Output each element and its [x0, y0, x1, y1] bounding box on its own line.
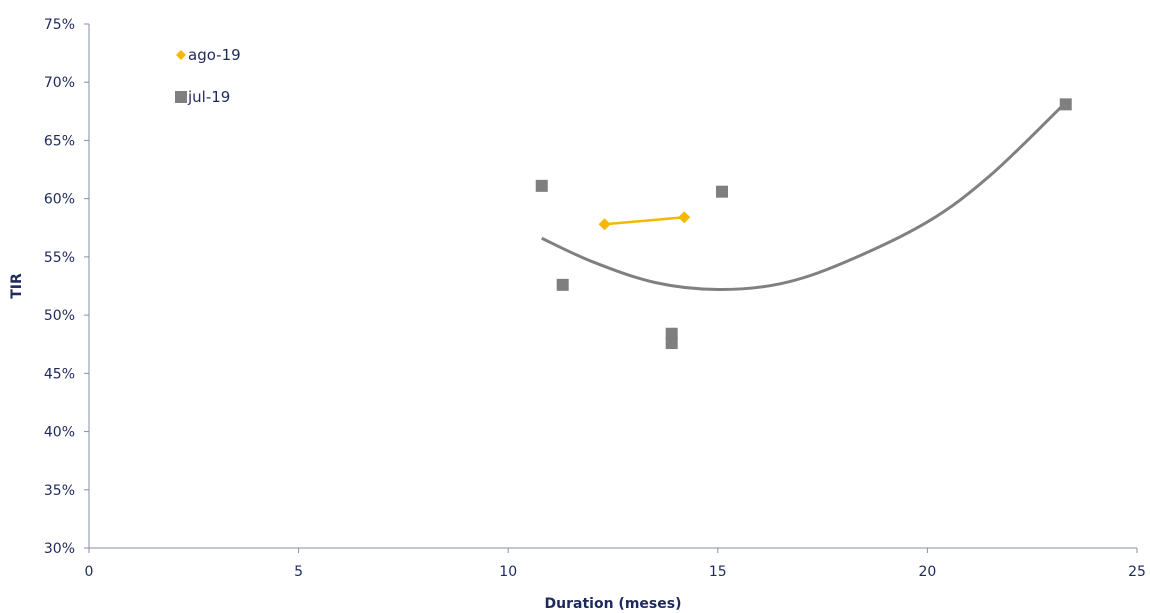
legend: ago-19 jul-19	[175, 46, 241, 106]
data-point-ago-19	[598, 218, 611, 231]
legend-label: ago-19	[188, 46, 241, 64]
data-point-jul-19	[535, 179, 548, 192]
trendline-group	[541, 105, 1063, 291]
axes	[88, 24, 1137, 549]
y-tick-label: 50%	[44, 308, 75, 324]
y-tick-label: 40%	[44, 425, 75, 441]
x-ticks: 0 5 10 15 20 25	[85, 548, 1146, 580]
x-tick-label: 0	[85, 564, 94, 580]
data-point-jul-19	[715, 185, 728, 198]
series-ago-19	[598, 211, 691, 231]
series-line-ago-19	[604, 216, 685, 226]
x-tick-label: 5	[294, 564, 303, 580]
y-tick-label: 75%	[44, 17, 75, 33]
x-axis-title: Duration (meses)	[545, 596, 682, 612]
legend-marker-square	[175, 91, 187, 103]
legend-label: jul-19	[187, 88, 230, 106]
y-axis-title: TIR	[9, 273, 25, 299]
y-tick-label: 35%	[44, 483, 75, 499]
x-tick-label: 20	[918, 564, 936, 580]
data-point-jul-19	[556, 278, 569, 291]
data-point-jul-19	[1059, 98, 1072, 111]
legend-marker-diamond	[176, 50, 186, 60]
y-tick-label: 60%	[44, 192, 75, 208]
y-tick-label: 30%	[44, 541, 75, 557]
y-tick-label: 65%	[44, 133, 75, 149]
y-ticks: 30% 35% 40% 45% 50% 55% 60% 65% 70% 75%	[44, 17, 89, 557]
x-tick-label: 10	[499, 564, 517, 580]
legend-item-jul-19: jul-19	[175, 88, 230, 106]
y-tick-label: 45%	[44, 366, 75, 382]
x-tick-label: 25	[1128, 564, 1146, 580]
trendline-jul-19	[541, 105, 1063, 291]
y-tick-label: 55%	[44, 250, 75, 266]
data-point-jul-19	[665, 337, 678, 350]
data-point-jul-19	[665, 327, 678, 340]
y-tick-label: 70%	[44, 75, 75, 91]
legend-item-ago-19: ago-19	[176, 46, 241, 64]
series-jul-19	[535, 98, 1072, 350]
x-tick-label: 15	[709, 564, 727, 580]
data-point-ago-19	[678, 211, 691, 224]
series-layer	[535, 98, 1072, 350]
